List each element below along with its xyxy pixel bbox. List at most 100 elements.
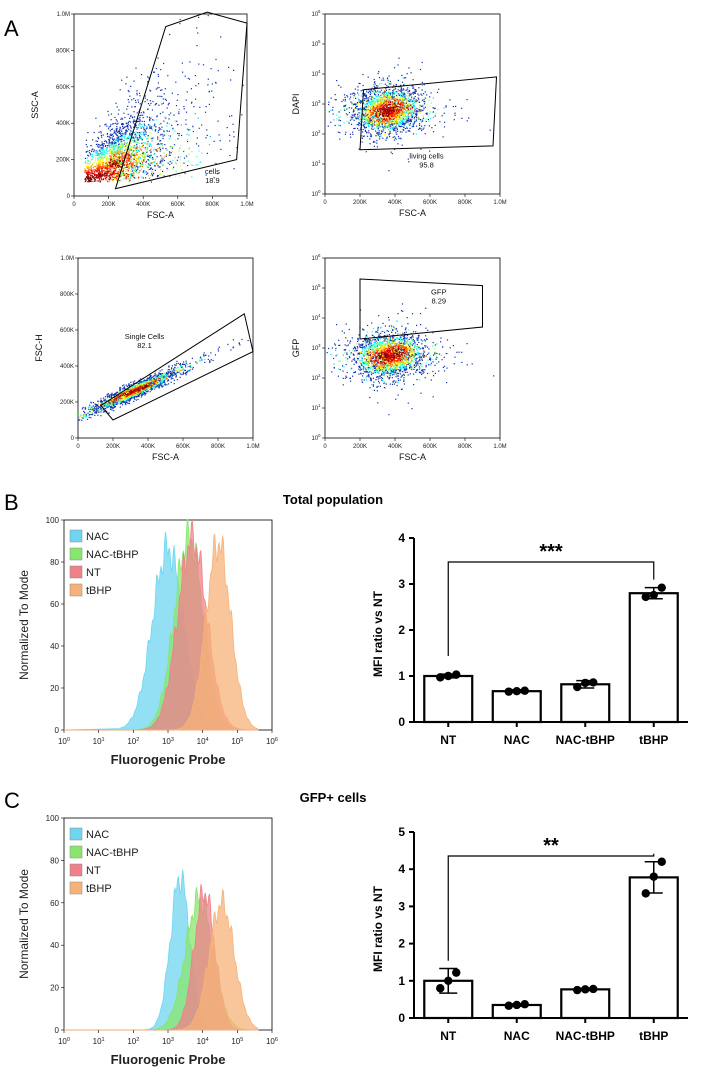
event-dot <box>150 181 152 183</box>
event-dot <box>377 106 379 108</box>
event-dot <box>94 170 96 172</box>
event-dot <box>108 177 111 180</box>
event-dot <box>387 95 389 97</box>
event-dot <box>422 109 424 111</box>
event-dot <box>139 117 141 119</box>
event-dot <box>392 136 394 138</box>
event-dot <box>364 99 366 101</box>
event-dot <box>370 107 372 109</box>
event-dot <box>396 103 398 105</box>
event-dot <box>129 146 131 149</box>
event-dot <box>414 106 416 108</box>
event-dot <box>365 100 367 102</box>
event-dot <box>179 18 181 21</box>
event-dot <box>378 138 381 140</box>
event-dot <box>367 118 369 120</box>
event-dot <box>169 135 171 137</box>
event-dot <box>389 132 391 134</box>
event-dot <box>180 162 182 165</box>
event-dot <box>395 126 397 129</box>
event-dot <box>117 157 119 159</box>
event-dot <box>126 165 128 167</box>
event-dot <box>110 142 112 144</box>
event-dot <box>348 122 350 124</box>
event-dot <box>434 113 437 115</box>
event-dot <box>390 112 392 114</box>
event-dot <box>150 168 152 170</box>
event-dot <box>153 150 155 152</box>
event-dot <box>127 105 129 107</box>
event-dot <box>169 160 171 163</box>
event-dot <box>113 138 115 140</box>
event-dot <box>115 159 117 161</box>
event-dot <box>143 132 145 134</box>
event-dot <box>91 169 93 171</box>
event-dot <box>186 91 188 93</box>
event-dot <box>101 141 103 143</box>
event-dot <box>410 99 412 101</box>
event-dot <box>92 156 94 158</box>
event-dot <box>108 165 110 167</box>
event-dot <box>102 145 104 147</box>
event-dot <box>116 137 118 139</box>
event-dot <box>105 148 107 150</box>
event-dot <box>401 144 403 146</box>
event-dot <box>396 117 398 119</box>
event-dot <box>112 179 114 181</box>
event-dot <box>421 85 423 87</box>
event-dot <box>148 145 151 147</box>
event-dot <box>385 115 387 117</box>
event-dot <box>99 165 101 168</box>
event-dot <box>87 162 89 164</box>
event-dot <box>117 150 119 152</box>
event-dot <box>104 167 106 169</box>
event-dot <box>407 103 409 106</box>
event-dot <box>97 158 99 160</box>
event-dot <box>376 114 378 116</box>
event-dot <box>381 102 383 104</box>
event-dot <box>127 135 129 138</box>
event-dot <box>390 94 393 96</box>
event-dot <box>396 118 399 120</box>
event-dot <box>119 149 121 151</box>
event-dot <box>114 116 116 118</box>
event-dot <box>136 134 138 137</box>
event-dot <box>371 116 373 118</box>
event-dot <box>111 153 113 155</box>
event-dot <box>173 166 175 168</box>
event-dot <box>149 124 151 126</box>
event-dot <box>190 88 192 90</box>
event-dot <box>108 166 110 168</box>
event-dot <box>398 57 400 59</box>
event-dot <box>384 123 386 125</box>
event-dot <box>162 102 164 104</box>
event-dot <box>389 135 391 138</box>
event-dot <box>95 165 97 168</box>
event-dot <box>390 95 392 97</box>
event-dot <box>408 106 410 108</box>
event-dot <box>136 151 138 153</box>
event-dot <box>114 151 116 153</box>
event-dot <box>388 114 390 116</box>
event-dot <box>112 162 114 164</box>
event-dot <box>373 103 375 105</box>
event-dot <box>393 101 395 103</box>
event-dot <box>146 147 148 149</box>
event-dot <box>382 116 385 118</box>
event-dot <box>104 162 106 164</box>
event-dot <box>366 100 368 102</box>
event-dot <box>415 133 417 135</box>
event-dot <box>364 129 366 131</box>
event-dot <box>410 112 412 114</box>
event-dot <box>159 166 161 168</box>
event-dot <box>375 113 378 115</box>
event-dot <box>443 126 446 128</box>
event-dot <box>365 106 367 108</box>
event-dot <box>400 117 402 119</box>
event-dot <box>386 104 388 106</box>
event-dot <box>413 111 415 113</box>
event-dot <box>377 72 379 75</box>
event-dot <box>93 168 95 171</box>
event-dot <box>99 173 102 175</box>
event-dot <box>405 98 407 100</box>
